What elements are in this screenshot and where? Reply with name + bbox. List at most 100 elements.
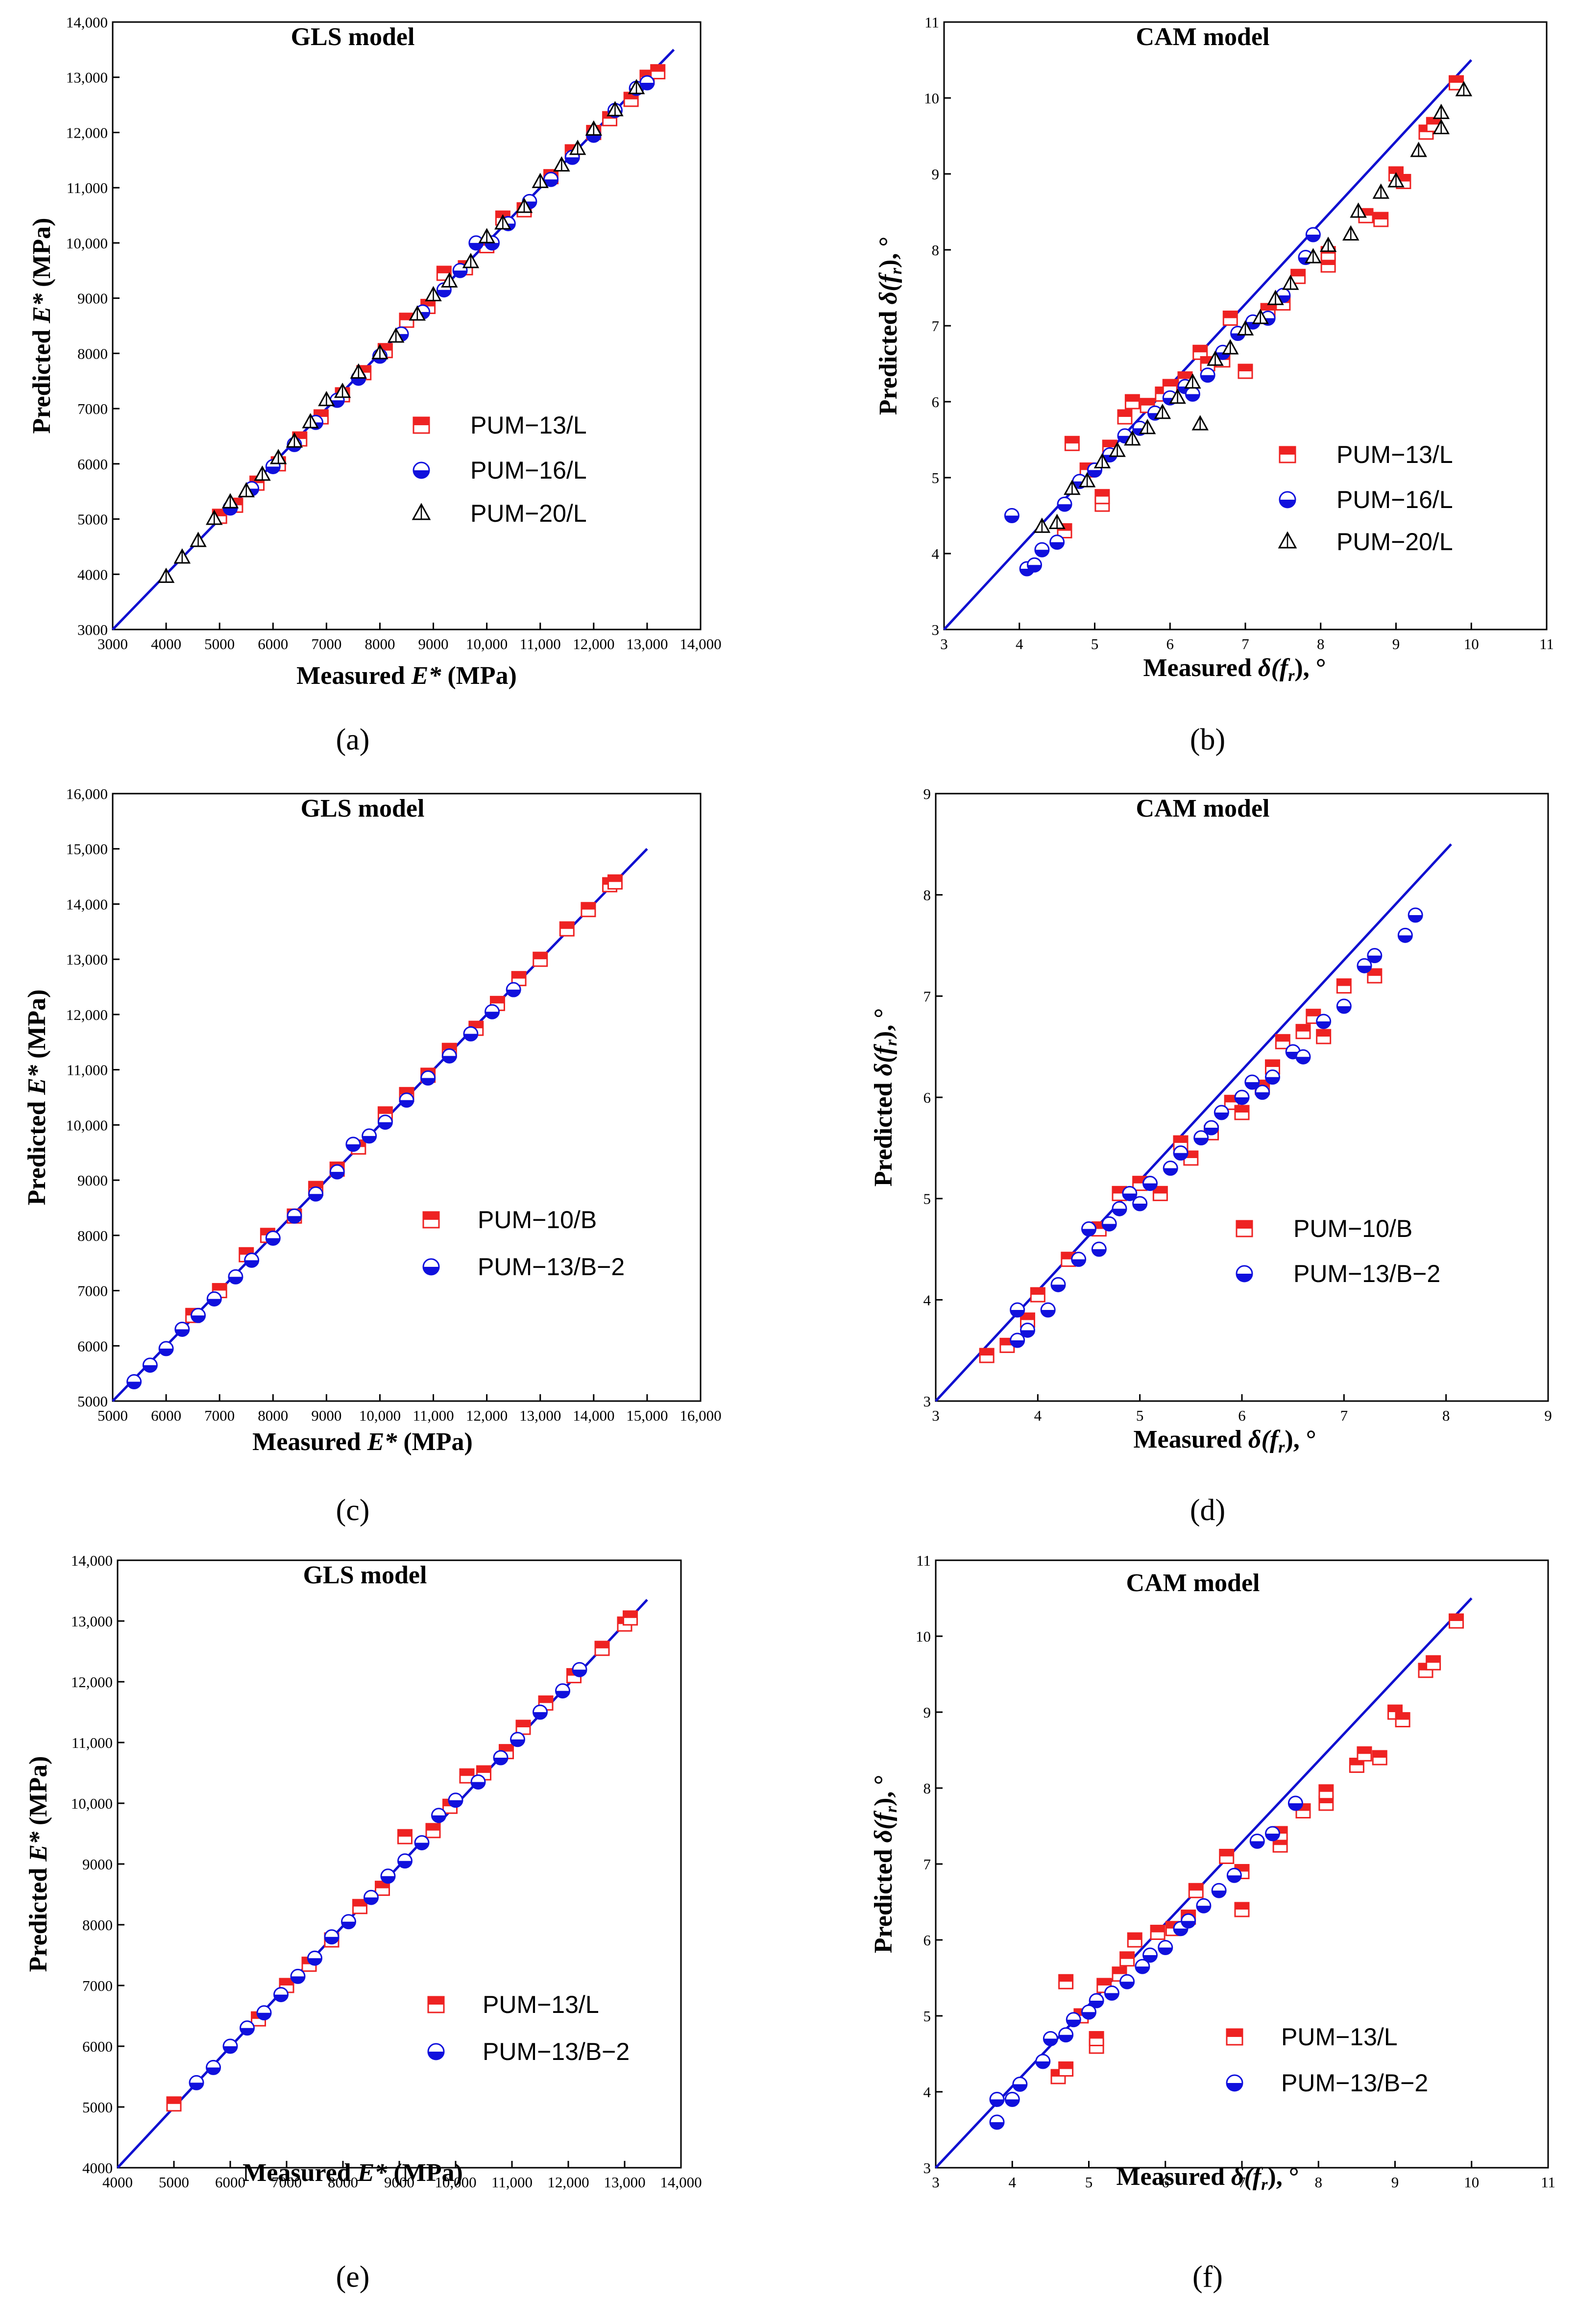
y-tick-label: 11,000	[72, 1734, 113, 1751]
y-axis-label: Predicted δ(fr), °	[874, 237, 905, 415]
x-tick-label: 5000	[159, 2174, 189, 2191]
data-point	[222, 2038, 238, 2054]
data-point	[1057, 496, 1072, 512]
y-label-symbol: δ(f	[870, 1043, 898, 1076]
data-point	[1142, 1947, 1158, 1963]
y-tick-label: 8000	[77, 1227, 108, 1244]
y-tick-label: 5000	[77, 511, 108, 528]
data-point	[221, 493, 239, 508]
data-point	[1043, 2031, 1058, 2046]
x-tick-label: 12,000	[547, 2174, 589, 2191]
data-point	[494, 214, 511, 230]
x-tick-label: 9	[1544, 1407, 1552, 1424]
x-tick-label: 9000	[311, 1407, 341, 1424]
y-label-subscript: r	[882, 1039, 900, 1046]
data-point	[380, 1868, 396, 1884]
x-tick-label: 8000	[328, 2174, 358, 2191]
data-point	[228, 1269, 243, 1284]
data-point	[607, 101, 624, 117]
data-point	[1249, 1834, 1265, 1849]
x-label-unit: ), °	[1294, 654, 1326, 682]
data-point	[1094, 489, 1110, 505]
legend-marker-pum-10-b	[1236, 1220, 1253, 1237]
y-tick-label: 6	[932, 393, 940, 411]
y-tick-label: 7000	[77, 400, 108, 417]
y-tick-label: 3000	[77, 621, 108, 638]
data-point	[1357, 958, 1372, 973]
chart-panel-b: CAM model 3 4 5 6 7 8 9 10 11 3 4 5 6 7 8 9 10 11 Measure…	[874, 14, 1554, 756]
legend-symbol	[422, 1211, 440, 1229]
data-point	[1004, 2092, 1020, 2107]
data-point	[397, 1829, 413, 1844]
legend-marker-pum-10-b	[422, 1211, 440, 1229]
y-label-prefix: Predicted	[28, 323, 56, 434]
legend-label: PUM−16/L	[1336, 486, 1453, 513]
legend-label: PUM−13/B−2	[1281, 2069, 1428, 2097]
x-tick-label: 9	[1392, 635, 1400, 653]
data-point	[515, 1719, 531, 1735]
data-point	[425, 286, 442, 301]
legend-symbol	[412, 503, 431, 520]
data-point	[1255, 1085, 1270, 1100]
data-point	[397, 1853, 413, 1869]
data-point	[1219, 1849, 1235, 1864]
data-point	[206, 2059, 221, 2075]
data-point	[989, 2092, 1005, 2107]
data-point	[1048, 513, 1066, 529]
data-point	[302, 413, 319, 429]
plot-frame	[112, 793, 702, 1402]
x-label-symbol: E*	[411, 662, 442, 690]
data-point	[1109, 441, 1126, 457]
x-tick-label: 4	[1016, 635, 1023, 653]
x-label-prefix: Measured	[243, 2159, 357, 2187]
legend: PUM−10/B PUM−13/B−2	[1236, 1215, 1440, 1287]
y-tick-label: 9000	[82, 1856, 113, 1873]
data-point	[1040, 1302, 1056, 1318]
data-point	[399, 1092, 414, 1108]
legend-marker-pum-16-l	[1279, 491, 1296, 508]
y-tick-label: 13,000	[66, 69, 108, 86]
y-tick-label: 5000	[82, 2099, 113, 2116]
data-point	[1222, 339, 1239, 355]
data-point	[1387, 172, 1405, 188]
data-points	[979, 907, 1423, 1363]
y-tick-label: 6000	[77, 456, 108, 473]
data-point	[256, 2005, 272, 2021]
data-point	[1367, 968, 1383, 984]
data-point	[1020, 1322, 1035, 1338]
x-tick-label: 13,000	[604, 2174, 645, 2191]
data-points	[166, 1610, 638, 2112]
y-tick-label: 14,000	[66, 896, 108, 913]
data-point	[371, 344, 388, 360]
data-point	[1305, 248, 1322, 264]
y-tick-label: 4000	[77, 566, 108, 583]
y-axis-label: Predicted E* (MPa)	[23, 990, 51, 1206]
y-label-prefix: Predicted	[874, 304, 902, 415]
x-tick-label: 7000	[271, 2174, 302, 2191]
data-point	[1089, 2031, 1104, 2046]
data-point	[1066, 2012, 1081, 2028]
panel-label: (b)	[1190, 723, 1225, 756]
y-tick-label: 11,000	[67, 179, 108, 196]
data-point	[436, 266, 452, 281]
y-tick-label: 14,000	[66, 14, 108, 31]
data-point	[1158, 1940, 1173, 1955]
x-tick-label: 6	[1238, 1407, 1246, 1424]
legend-marker-pum-13-l	[413, 416, 430, 434]
x-label-unit: (MPa)	[397, 1428, 472, 1456]
data-point	[329, 1164, 345, 1180]
x-label-prefix: Measured	[1143, 654, 1258, 682]
legend-symbol	[427, 2043, 445, 2060]
legend-label: PUM−13/L	[1336, 441, 1453, 468]
y-tick-label: 8	[932, 242, 940, 259]
data-point	[650, 64, 666, 79]
data-point	[212, 1283, 227, 1299]
data-point	[581, 902, 596, 918]
data-point	[1058, 2027, 1074, 2043]
data-point	[1397, 927, 1413, 943]
data-point	[1030, 1287, 1045, 1303]
x-label-symbol: δ(f	[1231, 2163, 1263, 2191]
data-point	[478, 228, 495, 243]
data-point	[1234, 1105, 1250, 1120]
x-label-prefix: Measured	[252, 1428, 367, 1456]
